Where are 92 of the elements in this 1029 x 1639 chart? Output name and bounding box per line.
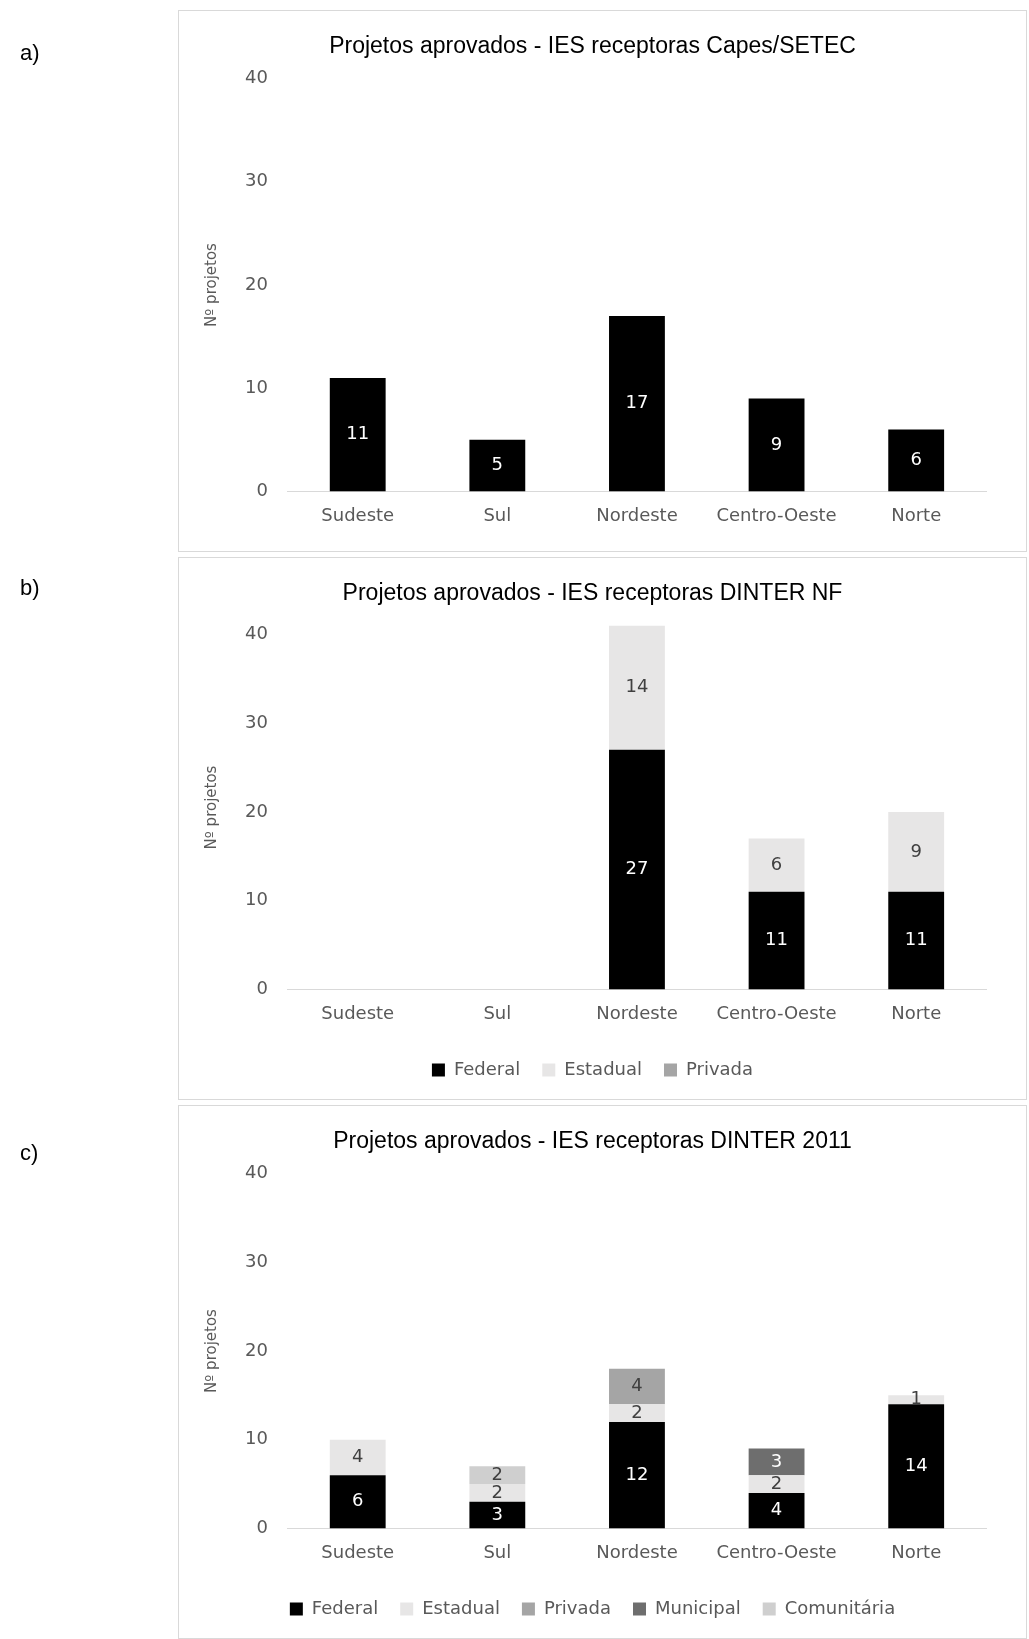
data-label: 6 bbox=[351, 1489, 364, 1511]
text: a) bbox=[20, 40, 40, 66]
legend-label: Estadual bbox=[564, 1057, 643, 1079]
chart-title: Projetos aprovados - IES receptoras Capes/SETEC bbox=[329, 32, 856, 59]
data-label: 4 bbox=[631, 1374, 643, 1396]
data-label: 6 bbox=[770, 852, 783, 874]
data-label: 4 bbox=[770, 1498, 783, 1520]
y-tick-label: 0 bbox=[256, 1516, 268, 1538]
data-label: 5 bbox=[491, 453, 504, 475]
bar bbox=[748, 398, 805, 492]
legend-label: Comunitária bbox=[784, 1596, 896, 1618]
bar bbox=[748, 1492, 805, 1529]
x-tick-label: Norte bbox=[891, 1001, 942, 1023]
legend-label: Privada bbox=[686, 1057, 754, 1079]
bar bbox=[609, 1404, 665, 1422]
bar bbox=[329, 1439, 386, 1476]
data-label: 27 bbox=[625, 857, 649, 879]
bar bbox=[748, 1448, 805, 1476]
chart-title: Projetos aprovados - IES receptoras DINTER NF bbox=[342, 579, 843, 606]
data-label: 11 bbox=[346, 422, 370, 444]
legend-label: Federal bbox=[311, 1596, 379, 1618]
y-tick-label: 10 bbox=[245, 1427, 268, 1449]
bar bbox=[748, 891, 805, 990]
bar bbox=[888, 811, 945, 892]
legend-label: Estadual bbox=[422, 1596, 500, 1618]
data-label: 3 bbox=[491, 1502, 504, 1524]
y-tick-label: 40 bbox=[245, 66, 268, 88]
data-label: 17 bbox=[625, 391, 649, 413]
bar bbox=[469, 1501, 526, 1529]
data-label: 14 bbox=[625, 675, 649, 697]
x-tick-label: Centro-Oeste bbox=[716, 1001, 837, 1023]
data-label: 2 bbox=[770, 1471, 783, 1493]
data-label: 14 bbox=[904, 1453, 928, 1475]
x-tick-label: Sudeste bbox=[321, 503, 395, 525]
bar bbox=[609, 1421, 665, 1529]
x-tick-label: Nordeste bbox=[596, 1001, 678, 1023]
x-tick-label: Centro-Oeste bbox=[716, 1540, 837, 1562]
x-tick-label: Nordeste bbox=[596, 503, 678, 525]
bar bbox=[888, 1404, 945, 1529]
data-label: 3 bbox=[770, 1449, 783, 1471]
y-tick-label: 20 bbox=[245, 799, 268, 821]
bar bbox=[329, 377, 386, 492]
bar bbox=[329, 1475, 386, 1529]
bar bbox=[609, 625, 665, 750]
y-tick-label: 30 bbox=[245, 169, 268, 191]
chart-title: Projetos aprovados - IES receptoras DINTER 2011 bbox=[333, 1127, 852, 1154]
data-label: 6 bbox=[910, 448, 922, 470]
y-tick-label: 40 bbox=[245, 622, 268, 644]
y-tick-label: 0 bbox=[256, 977, 268, 999]
x-tick-label: Norte bbox=[891, 1540, 942, 1562]
bar bbox=[469, 439, 526, 492]
x-tick-label: Sudeste bbox=[321, 1540, 395, 1562]
y-tick-label: 20 bbox=[245, 272, 268, 294]
x-tick-label: Sul bbox=[483, 503, 512, 525]
x-tick-label: Centro-Oeste bbox=[716, 503, 837, 525]
y-tick-label: 30 bbox=[245, 710, 268, 732]
data-label: 9 bbox=[910, 839, 922, 861]
bar bbox=[609, 749, 665, 990]
bar bbox=[609, 1368, 665, 1405]
data-label: 11 bbox=[904, 928, 928, 950]
y-tick-label: 10 bbox=[245, 375, 268, 397]
y-tick-label: 10 bbox=[245, 888, 268, 910]
x-tick-label: Sul bbox=[483, 1001, 512, 1023]
y-axis-title: Nº projetos bbox=[201, 1308, 220, 1393]
bar bbox=[609, 315, 665, 492]
x-tick-label: Nordeste bbox=[596, 1540, 678, 1562]
x-tick-label: Sudeste bbox=[321, 1001, 395, 1023]
legend-label: Privada bbox=[543, 1596, 611, 1618]
legend-label: Municipal bbox=[655, 1596, 741, 1618]
x-tick-label: Norte bbox=[891, 503, 942, 525]
bar bbox=[888, 429, 945, 492]
bar bbox=[469, 1466, 526, 1485]
data-label: 1 bbox=[910, 1387, 922, 1409]
y-tick-label: 40 bbox=[245, 1161, 268, 1183]
x-tick-label: Sul bbox=[483, 1540, 512, 1562]
text: c) bbox=[20, 1140, 39, 1166]
bar bbox=[469, 1484, 526, 1502]
data-label: 4 bbox=[351, 1445, 364, 1467]
bar bbox=[888, 891, 945, 990]
y-axis-title: Nº projetos bbox=[201, 765, 220, 850]
data-label: 9 bbox=[770, 432, 783, 454]
legend-label: Federal bbox=[453, 1057, 521, 1079]
text: b) bbox=[20, 575, 40, 601]
y-tick-label: 20 bbox=[245, 1338, 268, 1360]
y-tick-label: 0 bbox=[256, 479, 268, 501]
bar bbox=[748, 838, 805, 892]
y-tick-label: 30 bbox=[245, 1249, 268, 1271]
bar bbox=[748, 1475, 805, 1493]
data-label: 12 bbox=[625, 1462, 649, 1484]
data-label: 11 bbox=[765, 928, 789, 950]
data-label: 2 bbox=[631, 1400, 643, 1422]
y-axis-title: Nº projetos bbox=[201, 242, 220, 327]
